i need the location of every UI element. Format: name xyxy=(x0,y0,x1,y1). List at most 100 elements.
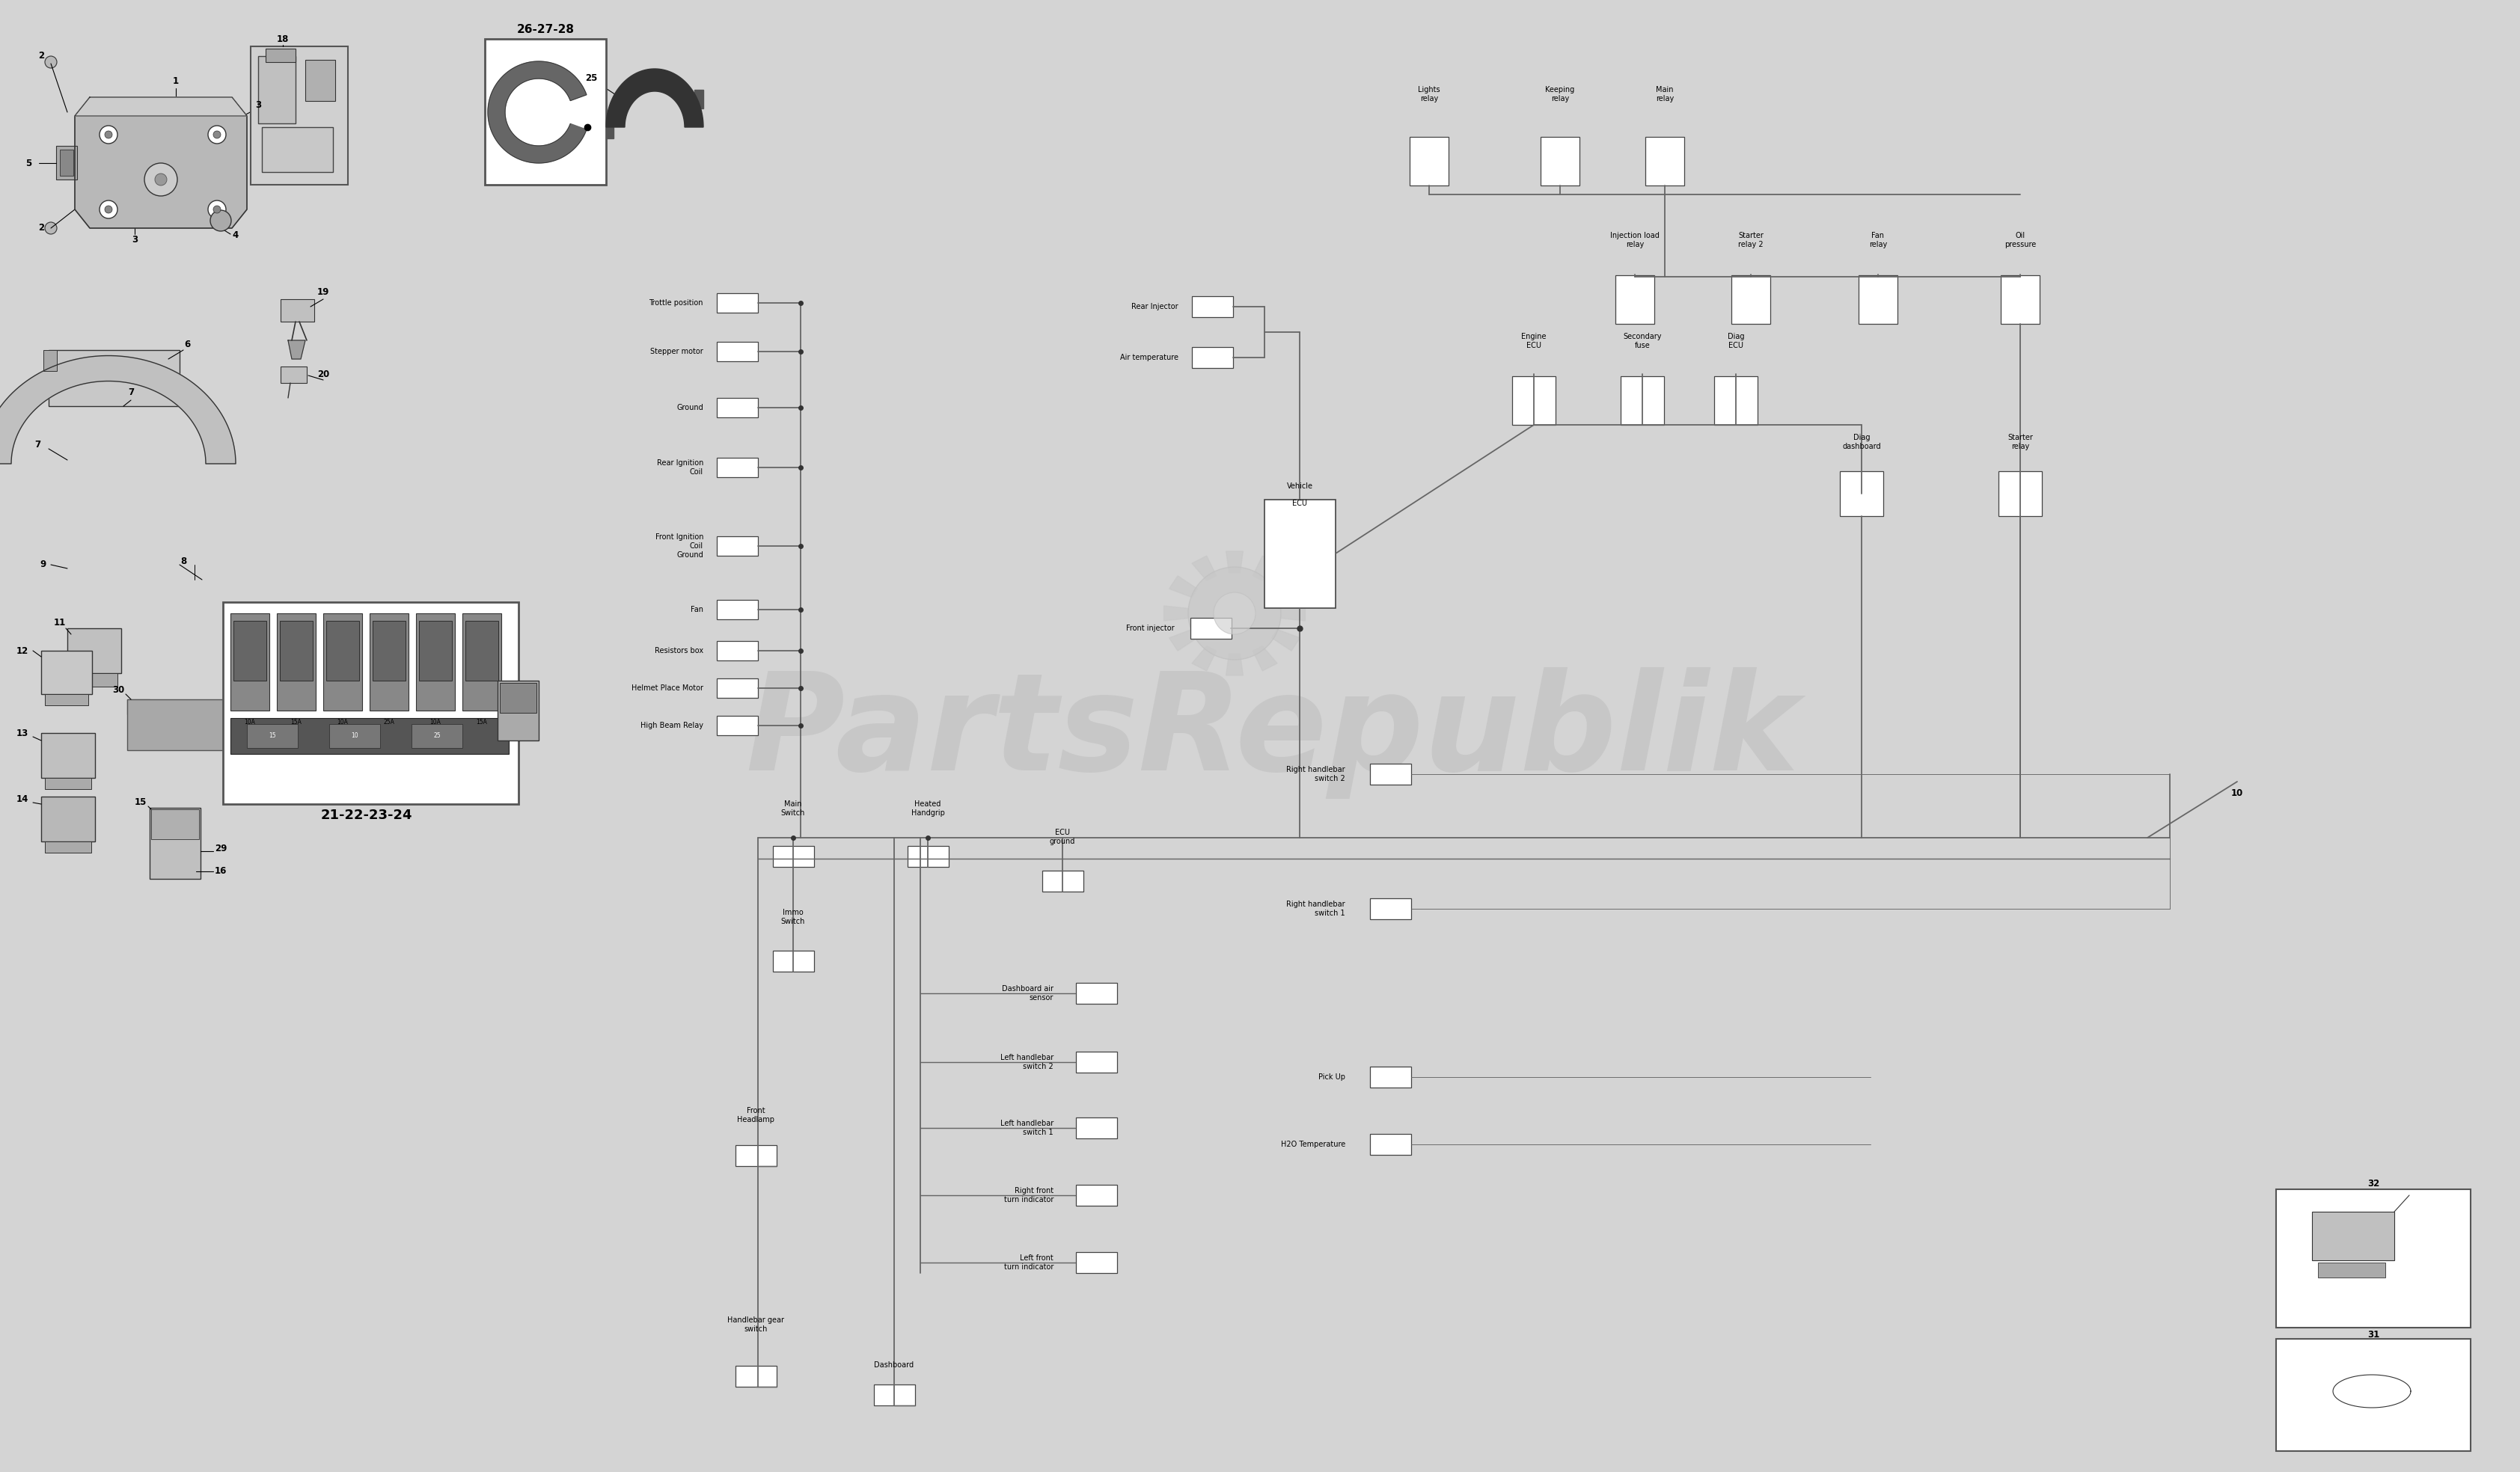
Bar xyxy=(1192,347,1232,368)
Text: Ground: Ground xyxy=(675,403,703,411)
Text: 10A: 10A xyxy=(431,718,441,726)
Text: 29: 29 xyxy=(214,843,227,854)
Text: Immo
Switch: Immo Switch xyxy=(781,908,806,924)
Text: Starter
relay: Starter relay xyxy=(2008,434,2034,450)
Polygon shape xyxy=(1164,606,1189,621)
Text: 10: 10 xyxy=(2230,788,2243,798)
Text: 20: 20 xyxy=(318,369,330,378)
Circle shape xyxy=(98,200,118,218)
Bar xyxy=(1041,870,1084,892)
Bar xyxy=(45,842,91,852)
Bar xyxy=(716,536,759,556)
Bar xyxy=(2318,1263,2386,1278)
Bar xyxy=(257,56,295,124)
Text: Front Ignition
Coil
Ground: Front Ignition Coil Ground xyxy=(655,533,703,558)
Text: PartsRepublik: PartsRepublik xyxy=(746,667,1799,799)
Text: 15A: 15A xyxy=(290,718,302,726)
Text: Right handlebar
switch 2: Right handlebar switch 2 xyxy=(1288,765,1346,782)
Text: 25: 25 xyxy=(433,733,441,739)
Text: 25A: 25A xyxy=(383,718,396,726)
Bar xyxy=(1646,137,1683,185)
Bar xyxy=(370,614,408,711)
Bar xyxy=(43,350,58,371)
Bar xyxy=(496,680,539,740)
Bar xyxy=(499,683,537,712)
Polygon shape xyxy=(0,356,237,464)
Circle shape xyxy=(144,163,176,196)
Text: Heated
Handgrip: Heated Handgrip xyxy=(912,801,945,817)
Text: Keeping
relay: Keeping relay xyxy=(1545,85,1575,102)
Polygon shape xyxy=(1273,630,1300,651)
Text: 21-22-23-24: 21-22-23-24 xyxy=(320,808,413,821)
Bar xyxy=(323,614,363,711)
Bar xyxy=(40,651,93,695)
Bar xyxy=(325,621,360,680)
Circle shape xyxy=(214,206,222,213)
Bar xyxy=(71,673,118,686)
Text: Front
Headlamp: Front Headlamp xyxy=(736,1107,774,1123)
Circle shape xyxy=(45,222,58,234)
Bar xyxy=(40,733,96,777)
Text: 15A: 15A xyxy=(476,718,486,726)
Polygon shape xyxy=(1192,646,1217,671)
Bar xyxy=(774,951,814,972)
Bar xyxy=(774,846,814,867)
Text: Fan
relay: Fan relay xyxy=(1870,233,1887,247)
Bar xyxy=(373,621,406,680)
Text: 11: 11 xyxy=(53,617,66,627)
Polygon shape xyxy=(1273,576,1300,598)
Text: 1: 1 xyxy=(174,77,179,85)
Bar xyxy=(411,724,461,748)
Circle shape xyxy=(1215,592,1255,634)
Text: Helmet Place Motor: Helmet Place Motor xyxy=(633,684,703,692)
Bar xyxy=(466,621,499,680)
Text: 6: 6 xyxy=(184,339,189,349)
Text: Left handlebar
switch 2: Left handlebar switch 2 xyxy=(1000,1054,1053,1070)
Polygon shape xyxy=(287,340,305,359)
Bar xyxy=(229,614,270,711)
Bar xyxy=(1714,375,1756,424)
Bar xyxy=(1076,1253,1116,1273)
Text: 18: 18 xyxy=(277,34,290,44)
Polygon shape xyxy=(1252,646,1278,671)
Text: 13: 13 xyxy=(15,729,28,737)
Text: Dashboard air
sensor: Dashboard air sensor xyxy=(1003,985,1053,1001)
Bar xyxy=(418,621,451,680)
Text: Air temperature: Air temperature xyxy=(1119,353,1179,361)
Bar xyxy=(60,150,73,175)
Polygon shape xyxy=(126,699,149,714)
Bar xyxy=(874,1385,915,1406)
Bar xyxy=(716,601,759,620)
Text: Left handlebar
switch 1: Left handlebar switch 1 xyxy=(1000,1120,1053,1136)
Circle shape xyxy=(106,206,113,213)
Text: 25: 25 xyxy=(585,74,597,84)
Text: 12: 12 xyxy=(15,646,28,655)
Bar xyxy=(1265,499,1336,608)
Text: H2O Temperature: H2O Temperature xyxy=(1280,1141,1346,1148)
Bar xyxy=(1189,618,1232,639)
Text: 3: 3 xyxy=(131,234,139,244)
Text: Diag
dashboard: Diag dashboard xyxy=(1842,434,1880,450)
Bar xyxy=(280,621,312,680)
Text: 7: 7 xyxy=(35,440,40,450)
Text: Right handlebar
switch 1: Right handlebar switch 1 xyxy=(1288,901,1346,917)
Circle shape xyxy=(154,174,166,185)
Bar xyxy=(1368,764,1411,785)
Bar xyxy=(416,614,456,711)
Polygon shape xyxy=(696,90,703,109)
Bar xyxy=(716,715,759,735)
Text: 15: 15 xyxy=(270,733,277,739)
Polygon shape xyxy=(605,124,612,138)
Text: 7: 7 xyxy=(129,387,134,397)
Text: Vehicle: Vehicle xyxy=(1288,483,1313,490)
Text: Dashboard: Dashboard xyxy=(874,1362,915,1369)
Text: Diag
ECU: Diag ECU xyxy=(1726,333,1744,349)
Polygon shape xyxy=(1227,654,1242,676)
Text: Rear Injector: Rear Injector xyxy=(1131,303,1179,311)
Bar xyxy=(149,808,202,879)
Text: Main
Switch: Main Switch xyxy=(781,801,806,817)
Bar xyxy=(247,724,297,748)
Bar xyxy=(1540,137,1580,185)
Circle shape xyxy=(169,843,181,858)
Text: 31: 31 xyxy=(2366,1331,2379,1340)
